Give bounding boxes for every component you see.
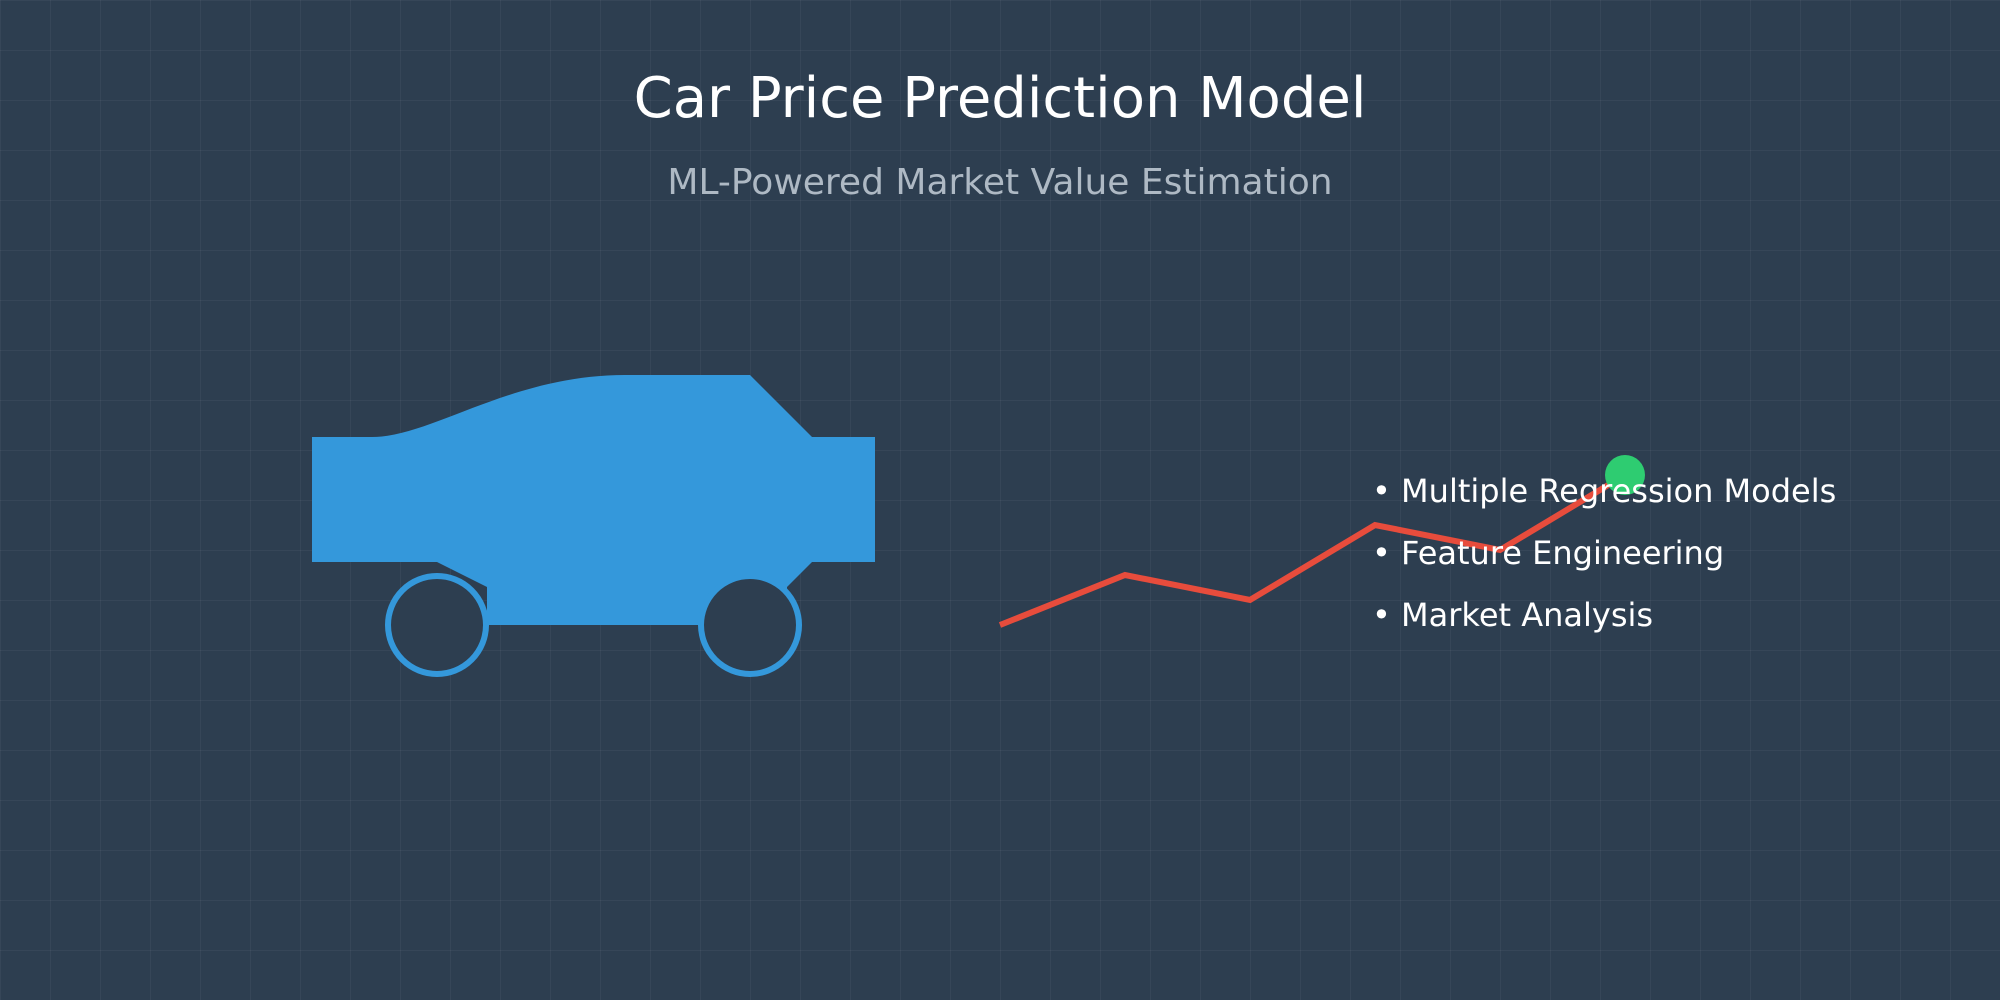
car-front-wheel: [698, 573, 802, 677]
feature-item: Feature Engineering: [1372, 522, 1836, 584]
car-body: [312, 375, 875, 625]
feature-item: Multiple Regression Models: [1372, 460, 1836, 522]
car-rear-wheel: [385, 573, 489, 677]
page-subtitle: ML-Powered Market Value Estimation: [667, 162, 1333, 203]
car-icon: [312, 375, 875, 677]
feature-list: Multiple Regression Models Feature Engin…: [1372, 460, 1836, 646]
feature-item: Market Analysis: [1372, 584, 1836, 646]
page-title: Car Price Prediction Model: [633, 66, 1367, 131]
